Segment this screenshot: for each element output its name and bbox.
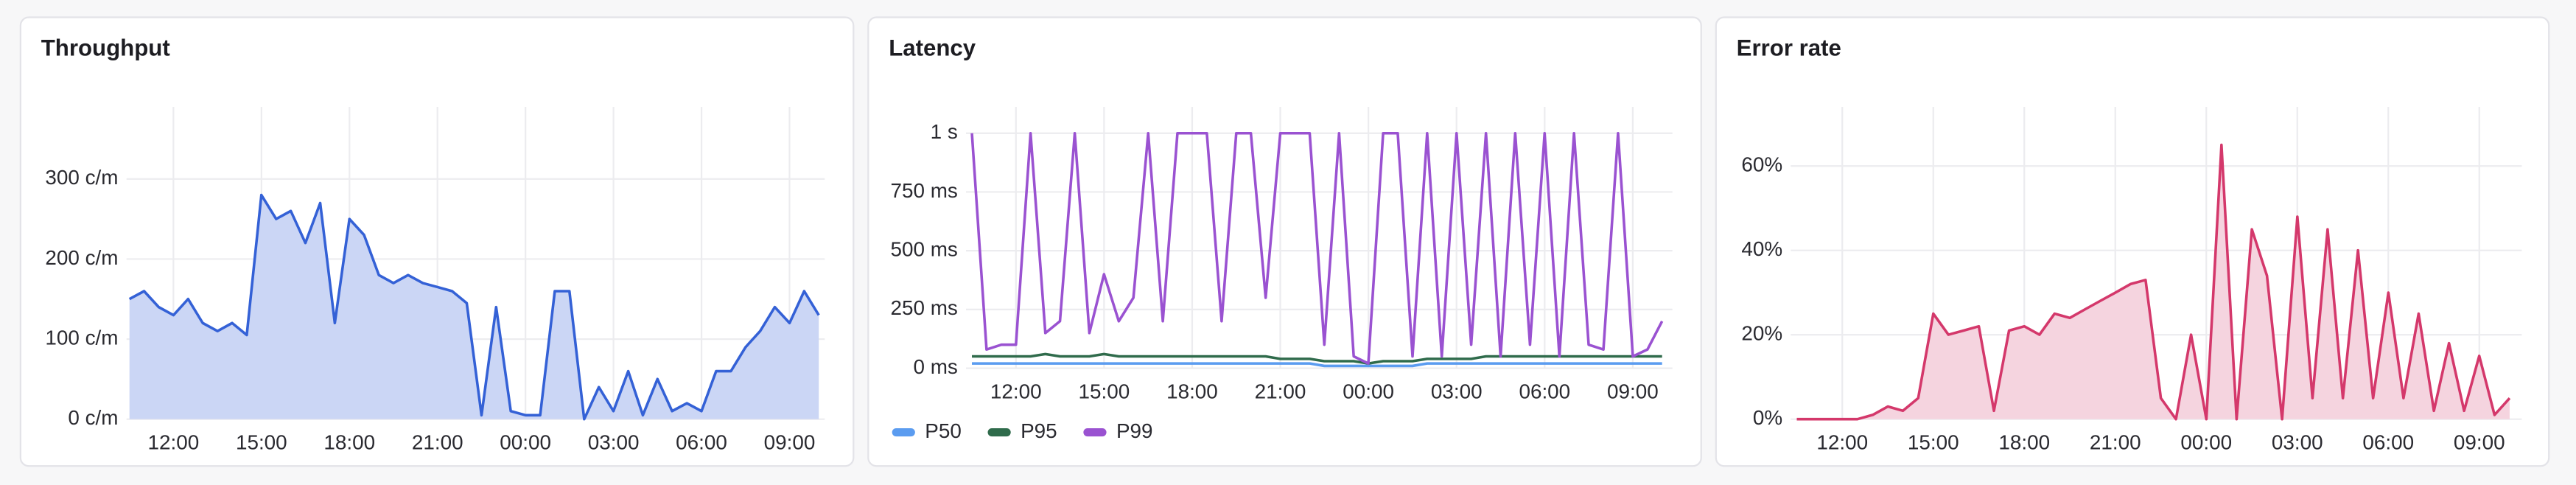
legend-swatch <box>1083 428 1107 437</box>
legend-swatch <box>987 428 1011 437</box>
x-tick-label: 18:00 <box>323 430 375 453</box>
x-tick-label: 03:00 <box>1431 380 1483 402</box>
x-tick-label: 12:00 <box>148 430 200 453</box>
x-tick-label: 03:00 <box>2272 430 2323 453</box>
x-tick-label: 00:00 <box>500 430 551 453</box>
y-tick-label: 0 c/m <box>68 406 118 429</box>
x-tick-label: 06:00 <box>676 430 727 453</box>
x-tick-label: 12:00 <box>990 380 1042 402</box>
legend-swatch <box>892 428 915 437</box>
x-tick-label: 21:00 <box>1255 380 1306 402</box>
legend-label: P95 <box>1021 419 1057 442</box>
y-tick-label: 40% <box>1741 237 1782 260</box>
panel-title: Error rate <box>1737 35 1841 60</box>
y-tick-label: 200 c/m <box>45 246 118 269</box>
y-tick-label: 0 ms <box>913 355 957 378</box>
area-fill <box>129 195 819 419</box>
x-tick-label: 15:00 <box>236 430 287 453</box>
x-tick-label: 21:00 <box>2090 430 2141 453</box>
y-tick-label: 1 s <box>931 120 958 143</box>
x-tick-label: 09:00 <box>764 430 816 453</box>
y-tick-label: 60% <box>1741 153 1782 176</box>
series-line <box>128 193 820 421</box>
panel <box>867 16 1702 467</box>
x-tick-label: 18:00 <box>1166 380 1218 402</box>
x-tick-label: 18:00 <box>1998 430 2050 453</box>
panel <box>1715 16 2550 467</box>
series-line <box>1796 143 2511 421</box>
x-tick-label: 00:00 <box>1343 380 1394 402</box>
y-tick-label: 100 c/m <box>45 326 118 349</box>
x-tick-label: 00:00 <box>2180 430 2232 453</box>
x-tick-label: 09:00 <box>2454 430 2505 453</box>
x-tick-label: 12:00 <box>1816 430 1868 453</box>
panel-title: Throughput <box>41 35 171 60</box>
y-tick-label: 250 ms <box>890 296 957 319</box>
x-tick-label: 09:00 <box>1607 380 1659 402</box>
panel-title: Latency <box>889 35 976 60</box>
series-line <box>972 362 1662 368</box>
series-line <box>970 131 1664 365</box>
x-tick-label: 15:00 <box>1908 430 1959 453</box>
y-tick-label: 750 ms <box>890 179 957 202</box>
legend-label: P99 <box>1116 419 1153 442</box>
area-fill <box>1796 144 2510 419</box>
x-tick-label: 06:00 <box>2362 430 2414 453</box>
y-tick-label: 0% <box>1753 406 1782 429</box>
x-tick-label: 15:00 <box>1079 380 1130 402</box>
x-tick-label: 21:00 <box>412 430 463 453</box>
x-tick-label: 03:00 <box>588 430 640 453</box>
y-tick-label: 20% <box>1741 322 1782 345</box>
y-tick-label: 500 ms <box>890 238 957 261</box>
x-tick-label: 06:00 <box>1519 380 1570 402</box>
legend-label: P50 <box>925 419 962 442</box>
y-tick-label: 300 c/m <box>45 166 118 189</box>
series-line <box>972 352 1662 365</box>
